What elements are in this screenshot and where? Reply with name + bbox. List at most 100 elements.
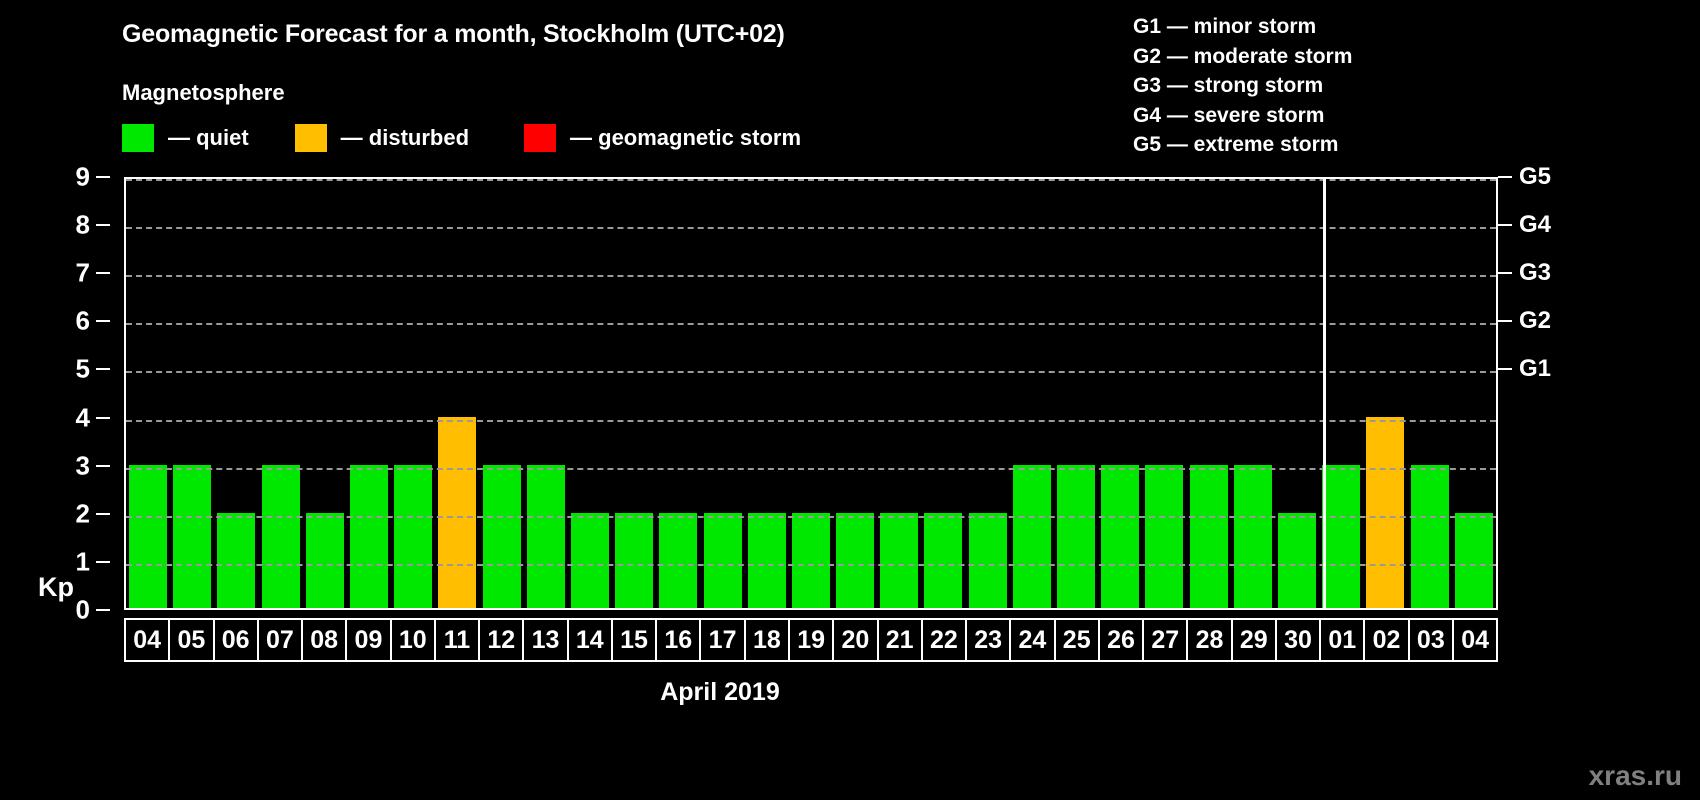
bar[interactable] [659, 512, 698, 608]
x-tick-label[interactable]: 30 [1277, 620, 1322, 660]
bar[interactable] [747, 512, 786, 608]
month-divider [1322, 179, 1326, 608]
bar[interactable] [924, 512, 963, 608]
x-tick-label[interactable]: 17 [701, 620, 746, 660]
x-tick-label[interactable]: 23 [967, 620, 1012, 660]
x-tick-label[interactable]: 18 [746, 620, 790, 660]
bar-cell[interactable] [789, 179, 833, 608]
bar[interactable] [394, 465, 433, 608]
x-tick-label[interactable]: 26 [1100, 620, 1145, 660]
g-tick-mark [1498, 272, 1512, 275]
bar-cell[interactable] [435, 179, 479, 608]
bar[interactable] [1101, 465, 1140, 608]
y-axis-title: Kp [38, 572, 74, 602]
bar-cell[interactable] [1275, 179, 1319, 608]
x-tick-label[interactable]: 28 [1188, 620, 1233, 660]
x-tick-label[interactable]: 04 [126, 620, 171, 660]
bar[interactable] [1322, 465, 1361, 608]
bar-cell[interactable] [1010, 179, 1054, 608]
bar-cell[interactable] [1098, 179, 1142, 608]
gridline [126, 323, 1496, 326]
bar[interactable] [1012, 465, 1051, 608]
x-tick-label[interactable]: 11 [436, 620, 481, 660]
x-tick-label[interactable]: 24 [1011, 620, 1056, 660]
x-tick-label[interactable]: 15 [613, 620, 658, 660]
bar-cell[interactable] [921, 179, 965, 608]
bar[interactable] [350, 465, 389, 608]
bar-cell[interactable] [612, 179, 656, 608]
bar-cell[interactable] [833, 179, 877, 608]
x-tick-label[interactable]: 10 [392, 620, 436, 660]
x-tick-label[interactable]: 04 [1461, 625, 1489, 654]
bar-cell[interactable] [745, 179, 789, 608]
bar-cell[interactable] [966, 179, 1010, 608]
x-tick-label[interactable]: 21 [879, 620, 923, 660]
x-tick-label[interactable]: 09 [347, 620, 392, 660]
x-tick-label[interactable]: 25 [1056, 620, 1100, 660]
x-tick-label[interactable]: 27 [1144, 620, 1189, 660]
x-tick-label[interactable]: 01 [1321, 620, 1366, 660]
bar[interactable] [526, 465, 565, 608]
y-tick-label: 1 [75, 546, 90, 577]
x-tick-label[interactable]: 12 [480, 620, 525, 660]
bar[interactable] [836, 512, 875, 608]
x-tick-label[interactable]: 16 [657, 620, 702, 660]
bar[interactable] [1057, 465, 1096, 608]
bar-cell[interactable] [1231, 179, 1275, 608]
x-tick-label[interactable]: 20 [834, 620, 879, 660]
x-tick-label[interactable]: 06 [215, 620, 259, 660]
bar[interactable] [1277, 512, 1316, 608]
bar[interactable] [217, 512, 256, 608]
bar-cell[interactable] [1407, 179, 1451, 608]
x-tick-label[interactable]: 14 [569, 620, 613, 660]
bar[interactable] [305, 512, 344, 608]
bar[interactable] [703, 512, 742, 608]
x-tick-label[interactable]: 29 [1233, 620, 1277, 660]
bar-cell[interactable] [214, 179, 258, 608]
storm-scale-key: G1 — minor storm G2 — moderate storm G3 … [1133, 12, 1352, 160]
bar[interactable] [791, 512, 830, 608]
bar[interactable] [1189, 465, 1228, 608]
bar[interactable] [129, 465, 168, 608]
bar[interactable] [1366, 417, 1405, 608]
bar-cell[interactable] [1319, 179, 1363, 608]
bar-cell[interactable] [656, 179, 700, 608]
bar[interactable] [615, 512, 654, 608]
bar[interactable] [1454, 512, 1493, 608]
x-tick-label[interactable]: 19 [790, 620, 835, 660]
bar[interactable] [482, 465, 521, 608]
x-tick-label[interactable]: 22 [923, 620, 968, 660]
bar-cell[interactable] [1054, 179, 1098, 608]
bar-cell[interactable] [700, 179, 744, 608]
bar[interactable] [261, 465, 300, 608]
bar-cell[interactable] [1187, 179, 1231, 608]
x-tick-label[interactable]: 13 [524, 620, 569, 660]
bar-cell[interactable] [1452, 179, 1496, 608]
bar-cell[interactable] [170, 179, 214, 608]
bar[interactable] [968, 512, 1007, 608]
bar-cell[interactable] [347, 179, 391, 608]
bar[interactable] [1145, 465, 1184, 608]
bar[interactable] [1410, 465, 1449, 608]
x-tick-label[interactable]: 07 [259, 620, 304, 660]
x-tick-label[interactable]: 03 [1410, 620, 1454, 660]
bar-cell[interactable] [1363, 179, 1407, 608]
bar-cell[interactable] [877, 179, 921, 608]
bar-cell[interactable] [391, 179, 435, 608]
bar-cell[interactable] [568, 179, 612, 608]
x-tick-label[interactable]: 08 [303, 620, 348, 660]
bar-cell[interactable] [480, 179, 524, 608]
bar[interactable] [173, 465, 212, 608]
bar-cell[interactable] [126, 179, 170, 608]
bar[interactable] [438, 417, 477, 608]
bar-cell[interactable] [303, 179, 347, 608]
bar[interactable] [880, 512, 919, 608]
bar-cell[interactable] [259, 179, 303, 608]
storm-scale-row-g5: G5 — extreme storm [1133, 133, 1339, 156]
bar-cell[interactable] [1142, 179, 1186, 608]
bar-cell[interactable] [524, 179, 568, 608]
bar[interactable] [570, 512, 609, 608]
x-tick-label[interactable]: 02 [1365, 620, 1410, 660]
x-tick-label[interactable]: 05 [170, 620, 215, 660]
bar[interactable] [1233, 465, 1272, 608]
